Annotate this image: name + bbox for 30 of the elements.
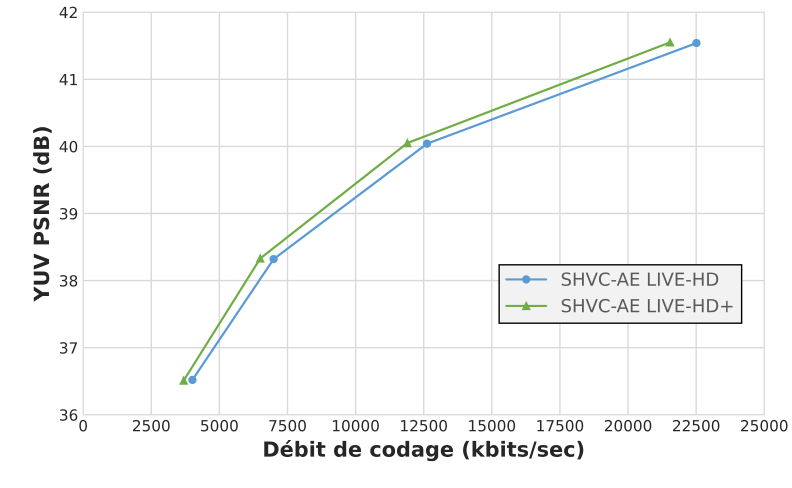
legend-label: SHVC-AE LIVE-HD+ (562, 298, 732, 313)
x-tick-label: 25000 (741, 420, 788, 432)
y-tick-label: 39 (60, 208, 78, 220)
y-tick-label: 38 (60, 275, 78, 287)
point (403, 138, 412, 148)
x-tick-label: 7500 (269, 420, 306, 432)
point (692, 38, 701, 48)
x-tick-label: 12500 (401, 420, 448, 432)
x-tick-label: 22500 (672, 420, 720, 432)
y-tick-label: 36 (60, 409, 78, 421)
x-tick-label: 20000 (604, 420, 652, 432)
y-tick-label: 40 (60, 140, 78, 152)
x-tick-label: 10000 (332, 420, 379, 432)
point (269, 254, 278, 264)
legend-label: SHVC-AE LIVE-HD (562, 272, 718, 286)
x-tick-label: 0 (79, 420, 88, 432)
point (256, 254, 264, 263)
x-tick-label: 17500 (537, 420, 584, 432)
y-tick-label: 41 (60, 74, 77, 86)
point (188, 376, 197, 384)
y-tick-label: 42 (60, 6, 77, 18)
point (666, 38, 674, 47)
y-tick-label: 37 (60, 342, 77, 354)
point (180, 376, 188, 385)
point (422, 140, 432, 148)
x-axis-title: Débit de codage (kbits/sec) (264, 440, 584, 462)
x-tick-label: 5000 (201, 420, 238, 432)
y-axis-title: YUV PSNR (dB) (33, 127, 52, 302)
x-tick-label: 2500 (132, 420, 170, 432)
x-tick-label: 15000 (469, 420, 516, 432)
